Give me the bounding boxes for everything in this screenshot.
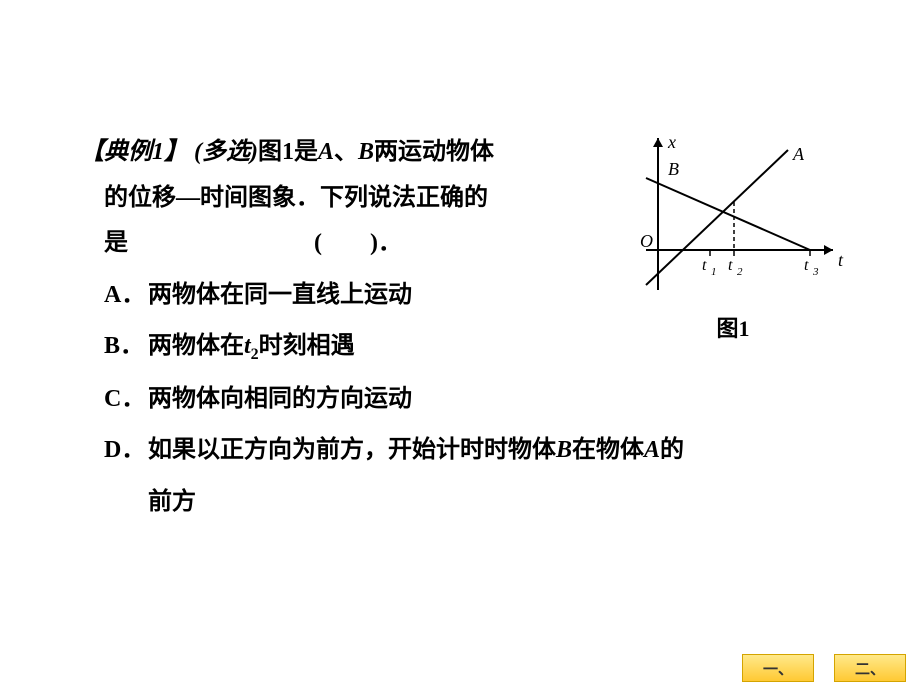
axis-y-label: x	[667, 132, 676, 152]
line-A-label: A	[792, 144, 805, 164]
position-time-graph: x t O A B t 1 t 2 t 3	[618, 130, 848, 300]
stem-part-1a: 图1是	[258, 139, 318, 165]
svg-text:t: t	[728, 257, 733, 274]
svg-text:t: t	[702, 257, 707, 274]
option-C-label: C．	[104, 377, 148, 423]
stem-line-3: 是	[104, 230, 128, 256]
option-D-text: 如果以正方向为前方，开始计时时物体B在物体A的	[148, 428, 850, 474]
multi-select-note: (多选)	[194, 139, 258, 165]
option-D-cont: 前方	[104, 480, 850, 526]
option-D: D． 如果以正方向为前方，开始计时时物体B在物体A的	[104, 428, 850, 474]
option-D-label: D．	[104, 428, 148, 474]
axis-x-label: t	[838, 250, 844, 270]
var-A: A	[318, 139, 334, 165]
stem-part-1b: 、	[334, 139, 358, 165]
option-C: C． 两物体向相同的方向运动	[104, 377, 850, 423]
nav-button-1[interactable]: 一、	[742, 654, 814, 682]
stem-line-2: 的位移—时间图象．下列说法正确的	[104, 185, 488, 211]
nav-button-2[interactable]: 二、	[834, 654, 906, 682]
option-B-label: B．	[104, 324, 148, 370]
var-B: B	[358, 139, 374, 165]
svg-text:3: 3	[812, 266, 819, 278]
stem-part-1c: 两运动物体	[374, 139, 494, 165]
svg-text:2: 2	[737, 266, 743, 278]
figure-caption: 图1	[618, 311, 848, 343]
line-B-label: B	[668, 159, 679, 179]
nav-buttons: 一、 二、	[742, 654, 906, 682]
option-C-text: 两物体向相同的方向运动	[148, 377, 850, 423]
svg-text:t: t	[804, 257, 809, 274]
svg-text:1: 1	[711, 266, 717, 278]
origin-label: O	[640, 231, 653, 251]
example-label: 【典例1】	[80, 139, 188, 165]
answer-blank: ( )．	[314, 230, 402, 256]
option-A-label: A．	[104, 273, 148, 319]
figure-1: x t O A B t 1 t 2 t 3 图1	[618, 130, 848, 343]
